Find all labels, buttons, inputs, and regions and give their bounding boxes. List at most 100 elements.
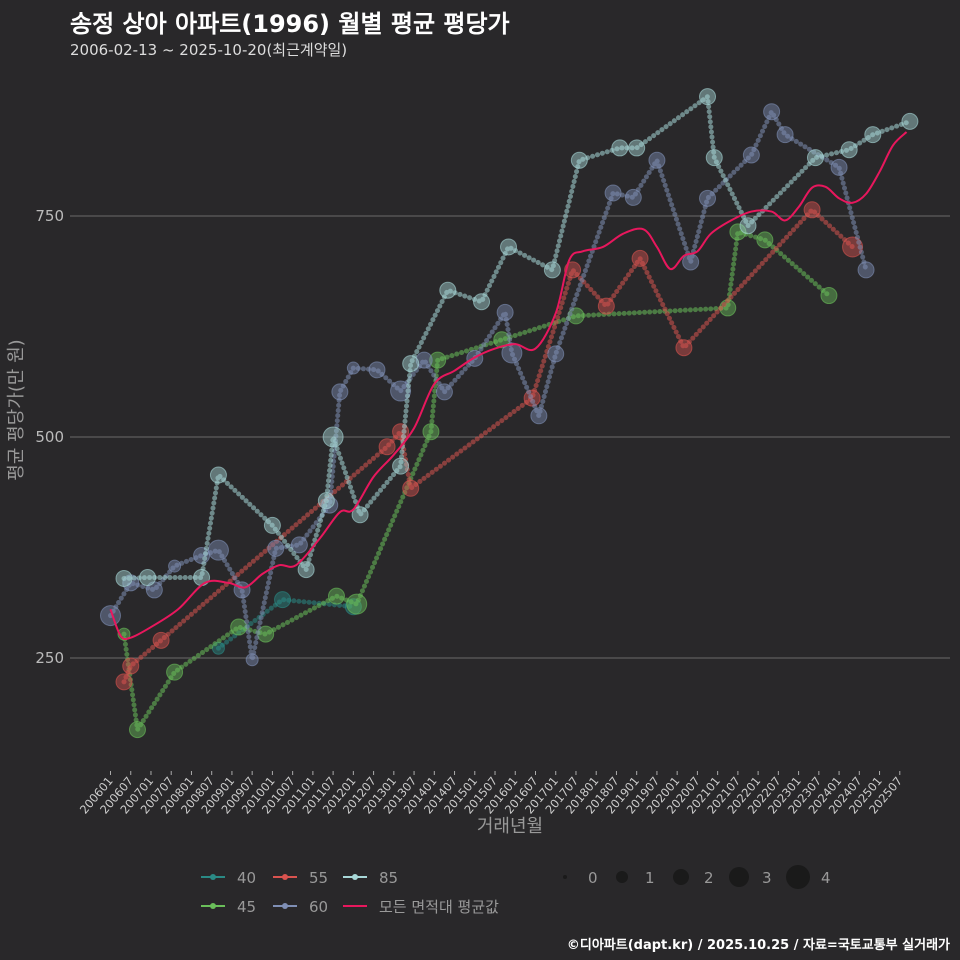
size-legend-label: 4 xyxy=(821,869,831,887)
legend-label: 85 xyxy=(379,869,398,887)
data-point xyxy=(567,307,585,325)
size-legend-marker xyxy=(616,871,628,883)
data-point xyxy=(322,426,344,448)
grid xyxy=(70,215,950,659)
data-point xyxy=(168,559,182,573)
series-line xyxy=(121,228,832,737)
data-point xyxy=(901,112,919,130)
data-point xyxy=(739,217,757,235)
data-point xyxy=(742,146,760,164)
data-point xyxy=(402,479,420,497)
legend-label: 55 xyxy=(309,869,328,887)
size-legend-item: 1 xyxy=(616,869,655,887)
size-legend-marker xyxy=(729,867,749,887)
data-point xyxy=(263,516,281,534)
legend: 40 45 55 60 85 모든 면적대 평균값 0 1 2 3 4 xyxy=(201,865,831,916)
data-point xyxy=(317,492,335,510)
data-point xyxy=(675,339,693,357)
data-point xyxy=(547,345,565,363)
data-point xyxy=(543,261,561,279)
data-point xyxy=(331,383,349,401)
data-point xyxy=(233,581,251,599)
data-point xyxy=(346,361,360,375)
data-point xyxy=(570,151,588,169)
data-point xyxy=(699,189,717,207)
size-legend-label: 3 xyxy=(762,869,772,887)
data-point xyxy=(496,303,514,321)
size-legend-item: 3 xyxy=(729,867,772,887)
series-line xyxy=(215,597,356,651)
data-point xyxy=(864,126,882,144)
data-point xyxy=(756,231,774,249)
data-point xyxy=(699,88,717,106)
data-point xyxy=(100,605,121,627)
data-point xyxy=(166,663,184,681)
data-point xyxy=(501,342,523,364)
size-legend-marker xyxy=(786,865,810,889)
legend-marker xyxy=(352,874,358,880)
data-point xyxy=(857,261,875,279)
data-point xyxy=(820,287,838,305)
data-point xyxy=(597,297,615,315)
data-point xyxy=(682,253,700,271)
data-point xyxy=(378,438,396,456)
size-legend-item: 2 xyxy=(673,869,714,887)
data-point xyxy=(429,351,447,369)
average-line xyxy=(109,131,908,641)
data-point xyxy=(115,673,133,691)
data-point xyxy=(564,261,582,279)
data-point xyxy=(193,569,211,587)
series-line xyxy=(121,92,913,581)
size-legend-label: 2 xyxy=(704,869,714,887)
size-legend-item: 0 xyxy=(563,869,598,887)
legend-item-55: 55 xyxy=(273,869,328,887)
data-point xyxy=(274,591,292,609)
size-legend-label: 1 xyxy=(645,869,655,887)
series-45 xyxy=(117,223,838,739)
chart-title: 송정 상아 아파트(1996) 월별 평균 평당가 xyxy=(70,10,510,38)
series-55 xyxy=(115,201,864,691)
y-tick-label: 750 xyxy=(35,207,64,225)
series-line xyxy=(108,106,869,661)
data-point xyxy=(267,539,285,557)
size-legend-item: 4 xyxy=(786,865,831,889)
data-point xyxy=(128,721,146,739)
size-legend-marker xyxy=(673,869,689,885)
y-tick-label: 500 xyxy=(35,428,64,446)
series-layer xyxy=(100,88,919,739)
y-axis-label: 평균 평당가(만 원) xyxy=(6,339,27,480)
y-tick-label: 250 xyxy=(35,649,64,667)
data-point xyxy=(152,631,170,649)
size-legend-marker xyxy=(563,875,567,879)
data-point xyxy=(290,536,308,554)
data-point xyxy=(729,223,747,241)
legend-label: 60 xyxy=(309,898,328,916)
data-point xyxy=(297,561,315,579)
series-line xyxy=(121,206,856,685)
data-point xyxy=(500,238,518,256)
data-point xyxy=(245,653,259,667)
data-point xyxy=(628,139,646,157)
legend-marker xyxy=(210,903,216,909)
data-point xyxy=(207,539,229,561)
legend-item-모든 면적대 평균값: 모든 면적대 평균값 xyxy=(343,898,499,916)
data-point xyxy=(115,569,133,587)
data-point xyxy=(840,141,858,159)
legend-item-85: 85 xyxy=(343,869,398,887)
data-point xyxy=(473,293,491,311)
data-point xyxy=(392,457,410,475)
data-point xyxy=(209,466,227,484)
data-point xyxy=(122,657,140,675)
data-point xyxy=(346,593,368,615)
legend-marker xyxy=(210,874,216,880)
legend-item-45: 45 xyxy=(201,898,256,916)
legend-label: 모든 면적대 평균값 xyxy=(379,898,499,916)
data-point xyxy=(631,249,649,267)
data-point xyxy=(351,506,369,524)
size-legend-label: 0 xyxy=(588,869,598,887)
data-point xyxy=(435,383,453,401)
series-모든 면적대 평균값 xyxy=(109,131,908,641)
data-point xyxy=(530,407,548,425)
source-credit: ©디아파트(dapt.kr) / 2025.10.25 / 자료=국토교통부 실… xyxy=(566,938,950,953)
